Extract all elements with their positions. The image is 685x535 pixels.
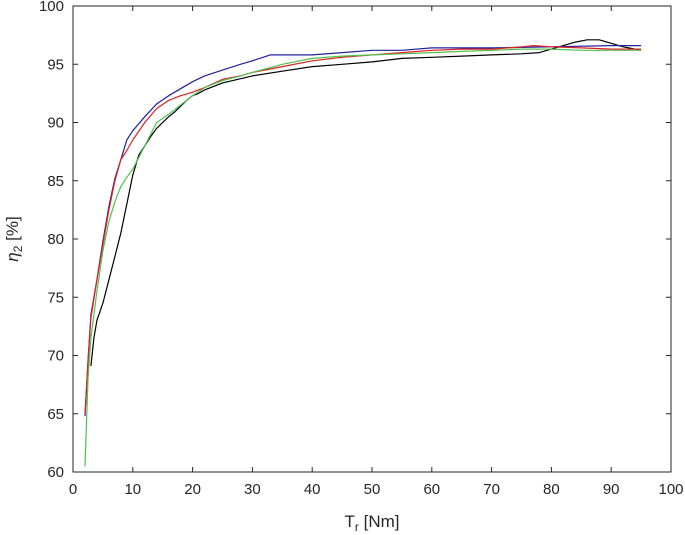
- y-tick-label: 90: [47, 115, 64, 132]
- x-tick-label: 60: [423, 481, 440, 498]
- x-axis-title: Tr [Nm]: [345, 512, 400, 534]
- x-axis-ticks: 0 10 20 30 40 50 60 70 80 90 100: [69, 6, 684, 498]
- x-tick-label: 100: [658, 481, 683, 498]
- y-tick-label: 60: [47, 464, 64, 481]
- x-tick-label: 40: [304, 481, 321, 498]
- x-axis-title-main: T: [345, 512, 355, 531]
- x-tick-label: 0: [69, 481, 77, 498]
- x-tick-label: 80: [543, 481, 560, 498]
- y-axis-ticks: 60 65 70 75 80 85 90 95 100: [39, 0, 671, 481]
- x-tick-label: 50: [364, 481, 381, 498]
- series-line-2: [84, 44, 642, 414]
- x-tick-label: 70: [483, 481, 500, 498]
- y-tick-label: 85: [47, 173, 64, 190]
- y-tick-label: 95: [47, 56, 64, 73]
- x-tick-label: 10: [124, 481, 141, 498]
- y-tick-label: 100: [39, 0, 64, 15]
- y-axis-title-subscript: 2: [11, 245, 25, 252]
- plot-frame: [72, 5, 672, 473]
- y-tick-label: 80: [47, 231, 64, 248]
- x-axis-title-unit: [Nm]: [359, 512, 400, 531]
- x-tick-label: 30: [244, 481, 261, 498]
- y-axis-title-main: η: [3, 252, 22, 261]
- x-tick-label: 90: [603, 481, 620, 498]
- y-axis-title: η2 [%]: [3, 216, 25, 261]
- series-layer: [84, 39, 642, 467]
- y-tick-label: 70: [47, 348, 64, 365]
- x-tick-label: 20: [184, 481, 201, 498]
- y-axis-title-unit: [%]: [3, 216, 22, 245]
- series-line-3: [84, 48, 642, 467]
- y-tick-label: 65: [47, 406, 64, 423]
- y-tick-label: 75: [47, 289, 64, 306]
- series-line-0: [90, 39, 642, 367]
- x-axis-title-subscript: r: [355, 520, 359, 534]
